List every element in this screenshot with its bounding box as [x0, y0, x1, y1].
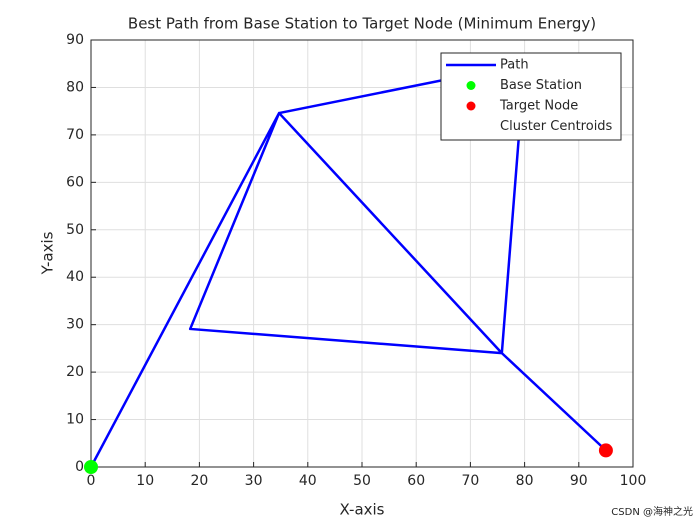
y-axis-label: Y-axis — [39, 231, 57, 275]
legend-label: Path — [500, 58, 529, 73]
y-tick-label: 90 — [66, 32, 84, 48]
y-tick-label: 50 — [66, 222, 84, 238]
legend-marker — [466, 101, 476, 111]
x-tick-label: 100 — [620, 473, 647, 489]
y-tick-label: 0 — [75, 459, 84, 475]
point — [598, 443, 613, 458]
x-axis-label: X-axis — [340, 501, 385, 519]
y-tick-label: 20 — [66, 364, 84, 380]
x-tick-label: 60 — [407, 473, 425, 489]
chart-title: Best Path from Base Station to Target No… — [128, 15, 596, 33]
x-tick-label: 90 — [570, 473, 588, 489]
watermark: CSDN @海神之光 — [611, 505, 693, 518]
x-tick-label: 50 — [353, 473, 371, 489]
y-tick-label: 30 — [66, 317, 84, 333]
y-tick-label: 80 — [66, 79, 84, 95]
x-tick-label: 30 — [245, 473, 263, 489]
y-tick-label: 70 — [66, 127, 84, 143]
x-tick-label: 0 — [87, 473, 96, 489]
legend-marker — [466, 81, 476, 90]
x-tick-label: 40 — [299, 473, 317, 489]
y-tick-label: 10 — [66, 412, 84, 428]
legend-label: Target Node — [499, 99, 578, 114]
x-tick-label: 70 — [461, 473, 479, 489]
x-tick-label: 80 — [516, 473, 534, 489]
x-tick-label: 10 — [136, 473, 154, 489]
legend-label: Cluster Centroids — [500, 119, 613, 134]
legend-box — [440, 52, 622, 141]
y-tick-label: 40 — [66, 269, 84, 285]
point — [84, 460, 98, 474]
y-tick-label: 60 — [66, 174, 84, 190]
legend-label: Base Station — [500, 78, 582, 93]
axes-box — [90, 39, 634, 468]
x-tick-label: 20 — [190, 473, 208, 489]
path-line — [89, 62, 607, 468]
